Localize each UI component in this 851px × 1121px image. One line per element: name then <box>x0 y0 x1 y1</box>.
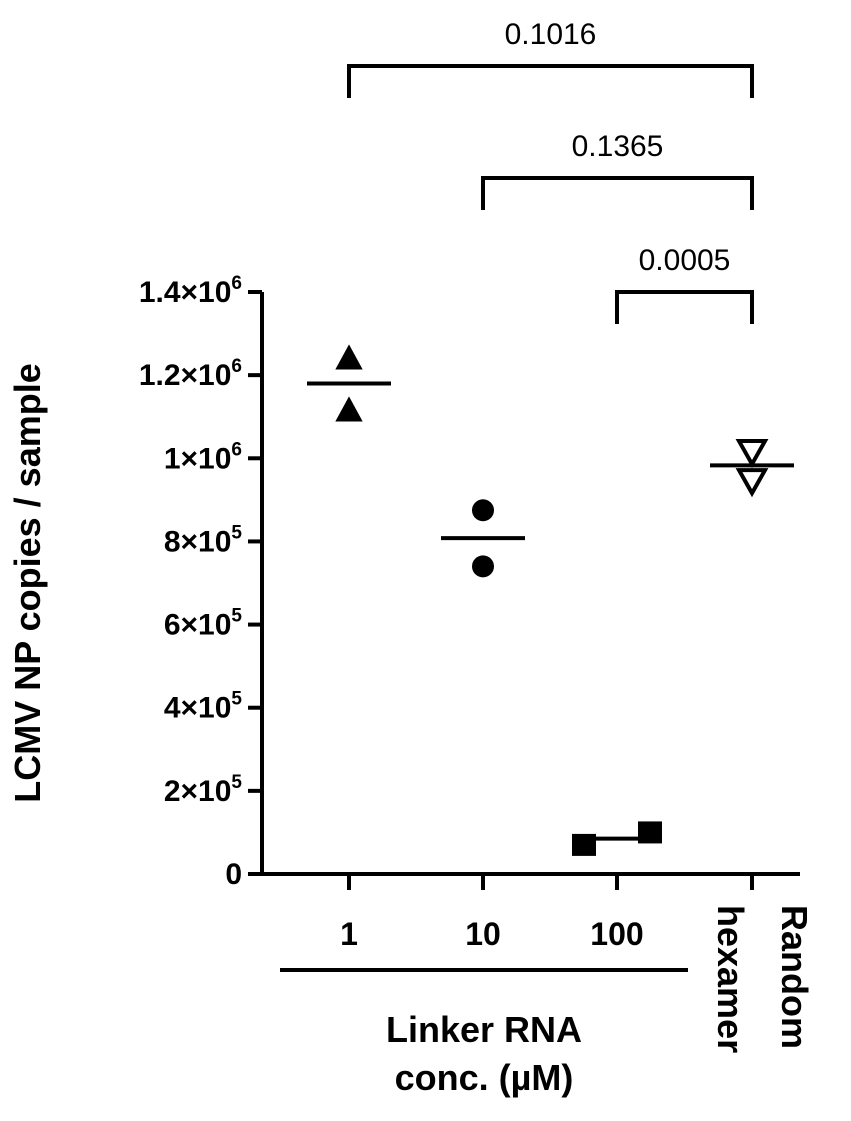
data-point-circle <box>472 499 494 522</box>
data-point-triangle-up <box>335 344 363 370</box>
y-axis-title: LCMV NP copies / sample <box>7 363 48 802</box>
y-tick-label: 6×105 <box>164 606 243 642</box>
y-tick-label: 2×105 <box>164 772 243 808</box>
x-tick-label: 1 <box>340 916 358 952</box>
y-tick-label: 0 <box>225 858 242 891</box>
data-point-circle <box>472 555 494 578</box>
x-tick-label-line: hexamer <box>710 905 751 1053</box>
x-axis: 1 10 100 Random hexamer <box>262 872 815 1053</box>
p-value-label: 0.0005 <box>639 244 731 277</box>
comparison-bracket <box>481 176 754 210</box>
y-tick-label: 8×105 <box>164 522 243 558</box>
x-tick-label: 100 <box>590 916 643 952</box>
group-label-line: Linker RNA <box>386 1009 582 1050</box>
p-value-label: 0.1016 <box>505 18 597 51</box>
data-point-triangle-up <box>335 396 363 422</box>
data-point-square <box>572 833 596 856</box>
y-tick-label: 1×106 <box>164 439 242 475</box>
comparison-bracket <box>347 64 754 98</box>
x-tick-label-line: Random <box>774 905 815 1049</box>
y-tick-label: 1.4×106 <box>139 273 242 309</box>
group-annotation: Linker RNA conc. (µM) <box>280 968 688 1098</box>
comparison-bracket <box>615 290 754 324</box>
group-label-line: conc. (µM) <box>395 1057 574 1098</box>
data-point-triangle-down <box>735 468 769 498</box>
p-value-label: 0.1365 <box>572 130 664 163</box>
data-marks <box>307 344 794 856</box>
y-tick-label: 1.2×106 <box>139 356 242 392</box>
x-tick-label-rotated: Random hexamer <box>710 905 815 1053</box>
y-tick-label: 4×105 <box>164 689 243 725</box>
data-point-square <box>638 821 662 844</box>
x-tick-label: 10 <box>465 916 501 952</box>
significance-brackets: 0.1016 0.1365 0.0005 <box>347 18 754 324</box>
y-axis: 0 2×105 4×105 6×105 8×105 1×106 1.2×106 1.4×106 <box>139 273 264 891</box>
data-point-triangle-down <box>735 439 769 469</box>
